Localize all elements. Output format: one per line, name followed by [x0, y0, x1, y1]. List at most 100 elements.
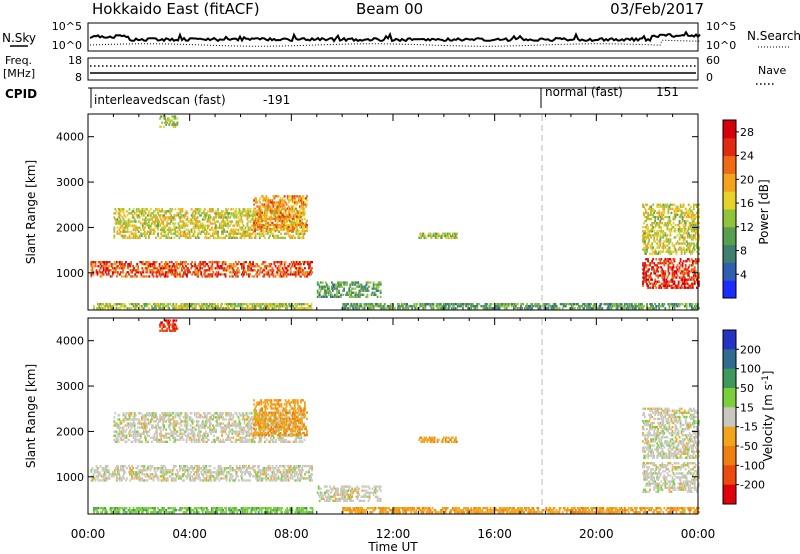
data-cell	[284, 224, 286, 227]
data-cell	[172, 467, 175, 470]
data-cell	[150, 467, 153, 470]
data-cell	[684, 211, 687, 215]
data-cell	[279, 261, 282, 264]
data-cell	[266, 232, 269, 235]
data-cell	[303, 227, 305, 231]
data-cell	[156, 271, 159, 274]
data-cell	[162, 469, 165, 472]
data-cell	[648, 268, 650, 271]
data-cell	[153, 267, 156, 270]
data-cell	[580, 305, 582, 308]
data-cell	[267, 271, 270, 274]
data-cell	[643, 213, 645, 217]
data-cell	[173, 305, 176, 308]
data-cell	[338, 289, 340, 292]
data-cell	[204, 234, 207, 237]
data-cell	[286, 232, 289, 235]
data-cell	[642, 236, 644, 239]
data-cell	[179, 273, 181, 276]
data-cell	[375, 285, 378, 288]
data-cell	[117, 208, 120, 211]
data-cell	[125, 224, 128, 227]
data-cell	[153, 261, 156, 264]
data-cell	[235, 214, 238, 217]
data-cell	[294, 275, 297, 278]
data-cell	[274, 208, 276, 211]
data-cell	[562, 303, 565, 306]
data-cell	[452, 307, 454, 310]
data-cell	[659, 274, 662, 277]
data-cell	[663, 264, 666, 267]
data-cell	[134, 475, 137, 478]
data-cell	[117, 467, 119, 470]
data-cell	[224, 307, 226, 310]
data-cell	[216, 477, 219, 480]
data-cell	[205, 473, 208, 476]
data-cell	[225, 208, 228, 211]
data-cell	[335, 283, 337, 286]
data-cell	[263, 203, 266, 206]
data-cell	[642, 248, 644, 251]
data-cell	[670, 268, 673, 271]
data-cell	[155, 307, 157, 310]
data-cell	[365, 283, 368, 286]
data-cell	[263, 275, 266, 278]
data-cell	[226, 269, 229, 272]
data-cell	[168, 475, 171, 478]
data-cell	[237, 228, 240, 231]
data-cell	[320, 285, 323, 288]
data-cell	[693, 266, 696, 269]
data-cell	[184, 222, 187, 225]
data-cell	[667, 240, 670, 243]
data-cell	[105, 273, 108, 276]
data-cell	[346, 291, 348, 294]
data-cell	[672, 250, 675, 253]
data-cell	[667, 264, 670, 267]
data-cell	[191, 220, 194, 223]
data-cell	[354, 291, 357, 294]
data-cell	[364, 285, 367, 288]
data-cell	[337, 281, 339, 284]
data-cell	[266, 211, 269, 214]
data-cell	[270, 211, 273, 214]
data-cell	[107, 469, 110, 472]
data-cell	[104, 307, 107, 310]
data-cell	[217, 214, 219, 217]
data-cell	[208, 261, 211, 264]
data-cell	[93, 307, 95, 310]
data-cell	[398, 305, 400, 308]
data-cell	[143, 210, 146, 213]
data-cell	[209, 261, 212, 264]
data-cell	[667, 266, 670, 269]
data-cell	[649, 244, 651, 247]
data-cell	[120, 220, 123, 223]
data-cell	[243, 271, 245, 274]
data-cell	[285, 267, 288, 270]
data-cell	[644, 215, 646, 219]
data-cell	[143, 222, 146, 225]
data-cell	[664, 222, 667, 225]
data-cell	[103, 477, 106, 480]
data-cell	[183, 267, 185, 270]
data-cell	[274, 275, 277, 278]
data-cell	[137, 220, 140, 223]
data-cell	[450, 307, 453, 310]
data-cell	[112, 271, 115, 274]
power-data-cells	[90, 115, 700, 310]
data-cell	[196, 465, 199, 468]
data-cell	[643, 268, 645, 271]
data-cell	[161, 303, 163, 306]
data-cell	[682, 240, 685, 243]
data-cell	[150, 228, 152, 231]
data-cell	[505, 307, 508, 310]
data-cell	[205, 303, 208, 306]
data-cell	[308, 307, 311, 310]
data-cell	[142, 467, 145, 470]
data-cell	[658, 209, 661, 212]
data-cell	[130, 263, 132, 266]
data-cell	[291, 229, 294, 233]
data-cell	[647, 258, 649, 261]
data-cell	[241, 265, 243, 268]
data-cell	[165, 263, 168, 266]
data-cell	[211, 269, 214, 272]
